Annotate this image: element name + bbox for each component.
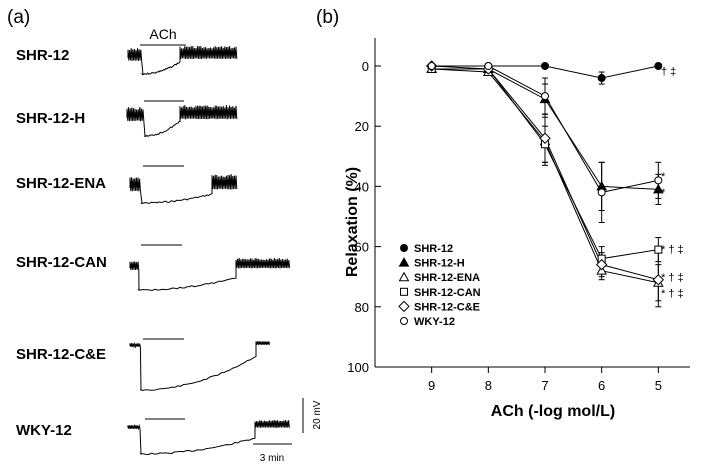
y-tick-label: 80 bbox=[355, 300, 369, 315]
trace-label-shr-12-ena: SHR-12-ENA bbox=[16, 175, 107, 192]
data-point-shr-12 bbox=[597, 74, 606, 83]
panel-b-label: (b) bbox=[316, 7, 340, 28]
significance-annotation-shr-12-h: * bbox=[661, 187, 666, 199]
legend-marker-shr-12-ena bbox=[398, 271, 410, 282]
legend-marker-shr-12-ce bbox=[398, 300, 410, 313]
y-tick-label: 100 bbox=[347, 360, 369, 375]
significance-annotation-shr-12-ce: * † ‡ bbox=[661, 272, 684, 284]
data-point-wky-12 bbox=[541, 92, 549, 101]
data-point-shr-12-h bbox=[652, 183, 664, 194]
scale-bar-horizontal-label: 3 min bbox=[260, 453, 284, 464]
trace-label-shr-12-h: SHR-12-H bbox=[16, 110, 86, 127]
significance-annotation-shr-12: † ‡ bbox=[661, 66, 676, 78]
x-tick-label: 8 bbox=[485, 378, 492, 393]
x-axis-label: ACh (-log mol/L) bbox=[491, 403, 615, 420]
trace-label-shr-12-ce: SHR-12-C&E bbox=[16, 346, 107, 363]
significance-annotation-shr-12-ena: * † ‡ bbox=[661, 288, 684, 300]
trace-shr-12-ce bbox=[129, 341, 271, 391]
legend-marker-shr-12-can bbox=[400, 287, 408, 296]
trace-label-wky-12: WKY-12 bbox=[16, 422, 72, 439]
data-point-wky-12 bbox=[597, 188, 606, 197]
legend-label-shr-12-h: SHR-12-H bbox=[414, 258, 465, 270]
x-tick-label: 7 bbox=[541, 378, 548, 393]
trace-label-shr-12: SHR-12 bbox=[16, 47, 70, 64]
data-point-shr-12-ce bbox=[652, 274, 665, 286]
legend-label-shr-12: SHR-12 bbox=[414, 243, 453, 255]
significance-annotation-shr-12-can: * † ‡ bbox=[661, 244, 684, 256]
panel-a-label: (a) bbox=[7, 7, 31, 28]
x-tick-label: 5 bbox=[655, 378, 662, 393]
legend-marker-shr-12 bbox=[400, 244, 408, 252]
x-tick-label: 9 bbox=[428, 378, 435, 393]
trace-shr-12-h bbox=[126, 104, 238, 138]
y-tick-label: 40 bbox=[355, 179, 369, 194]
ach-stimulus-label: ACh bbox=[149, 26, 176, 42]
trace-shr-12 bbox=[127, 46, 238, 76]
trace-shr-12-ena bbox=[129, 174, 238, 205]
legend-marker-wky-12 bbox=[400, 317, 408, 325]
significance-annotation-wky-12: * bbox=[661, 171, 666, 183]
legend-label-shr-12-ena: SHR-12-ENA bbox=[414, 272, 480, 284]
data-point-shr-12 bbox=[654, 62, 663, 70]
data-point-shr-12-ce bbox=[539, 132, 551, 144]
legend-marker-shr-12-h bbox=[398, 257, 410, 267]
legend-label-shr-12-can: SHR-12-CAN bbox=[414, 287, 481, 299]
legend-label-shr-12-ce: SHR-12-C&E bbox=[414, 301, 480, 313]
y-tick-label: 20 bbox=[355, 119, 369, 134]
trace-label-shr-12-can: SHR-12-CAN bbox=[16, 254, 107, 271]
legend-label-wky-12: WKY-12 bbox=[414, 316, 455, 328]
data-point-wky-12 bbox=[427, 62, 436, 70]
data-point-wky-12 bbox=[484, 62, 493, 70]
trace-wky-12 bbox=[127, 420, 290, 456]
y-tick-label: 0 bbox=[362, 59, 369, 74]
y-axis-label: Relaxation (%) bbox=[344, 167, 361, 277]
data-point-wky-12 bbox=[654, 176, 663, 185]
trace-shr-12-can bbox=[129, 257, 291, 291]
x-tick-label: 6 bbox=[598, 378, 605, 393]
data-point-shr-12-ce bbox=[595, 258, 608, 271]
data-point-shr-12 bbox=[541, 62, 549, 70]
scale-bar-vertical-label: 20 mV bbox=[312, 400, 323, 429]
data-point-shr-12-can bbox=[654, 245, 663, 254]
y-tick-label: 60 bbox=[355, 240, 369, 255]
